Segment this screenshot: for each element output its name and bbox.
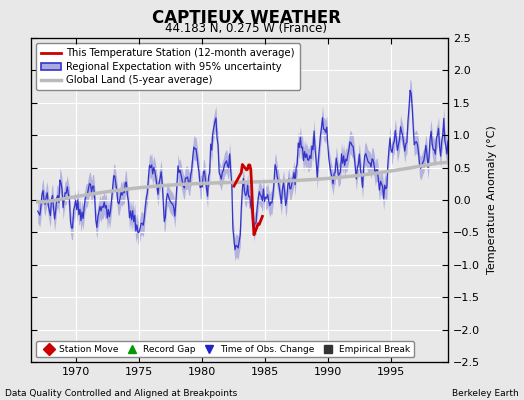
Text: Berkeley Earth: Berkeley Earth [452, 389, 519, 398]
Y-axis label: Temperature Anomaly (°C): Temperature Anomaly (°C) [487, 126, 497, 274]
Text: Data Quality Controlled and Aligned at Breakpoints: Data Quality Controlled and Aligned at B… [5, 389, 237, 398]
Text: CAPTIEUX WEATHER: CAPTIEUX WEATHER [152, 9, 341, 27]
Text: 44.183 N, 0.275 W (France): 44.183 N, 0.275 W (France) [165, 22, 328, 35]
Legend: Station Move, Record Gap, Time of Obs. Change, Empirical Break: Station Move, Record Gap, Time of Obs. C… [36, 341, 413, 358]
